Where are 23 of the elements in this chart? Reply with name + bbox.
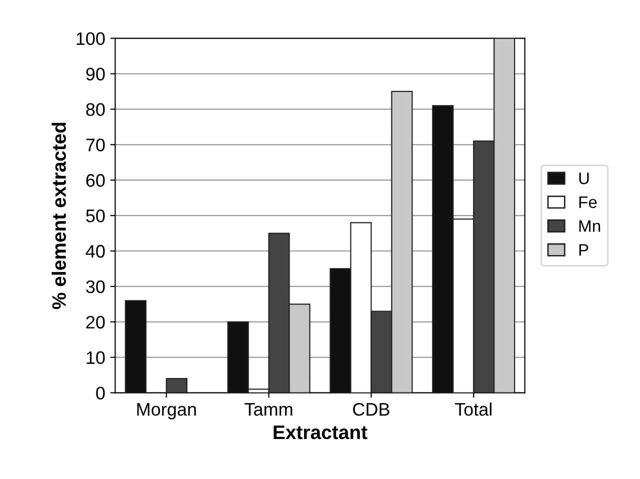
legend-label: U [579, 172, 589, 184]
x-tick-label: Morgan [137, 403, 196, 420]
x-axis-title: Extractant [274, 426, 368, 440]
legend-label: P [579, 244, 588, 256]
bar [166, 378, 188, 393]
y-tick-label: 40 [86, 244, 105, 258]
y-tick-label: 50 [86, 209, 105, 222]
y-tick-label: 100 [76, 32, 105, 46]
y-tick-label: 60 [86, 174, 105, 187]
legend-label: Mn [579, 220, 600, 232]
y-tick-label: 20 [86, 316, 105, 329]
y-tick-label: 90 [86, 68, 105, 80]
bar [124, 300, 146, 393]
x-tick-label: Tamm [244, 403, 292, 416]
y-tick-label: 70 [86, 138, 105, 152]
x-tick-label: CDB [353, 402, 390, 416]
y-tick-label: 0 [96, 386, 105, 400]
legend-label: Fe [579, 196, 597, 208]
y-tick-label: 10 [86, 351, 105, 364]
x-tick-label: Total [454, 402, 492, 416]
y-tick-label: 80 [86, 103, 105, 116]
y-tick-label: 30 [86, 280, 105, 294]
y-axis-title: % element extracted [52, 122, 66, 310]
